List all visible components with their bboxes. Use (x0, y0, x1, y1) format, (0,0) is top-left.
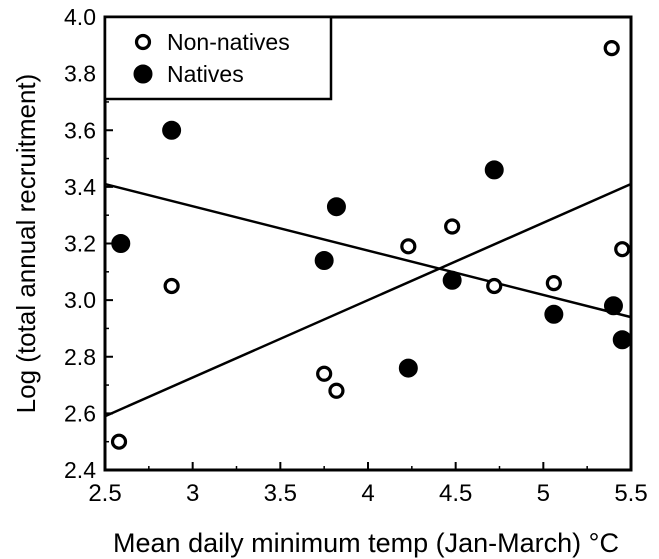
native-point (544, 304, 564, 324)
native-point (612, 330, 632, 350)
fit-lines (104, 182, 632, 418)
legend-box (103, 15, 333, 101)
legend: Non-natives Natives (103, 15, 333, 101)
non-natives-fit-line (104, 182, 632, 418)
x-tick-label: 4 (361, 480, 374, 507)
native-point (484, 160, 504, 180)
non-native-point (444, 218, 461, 235)
x-tick-label: 4.5 (439, 480, 472, 507)
y-tick-label: 2.6 (64, 400, 96, 426)
data-markers (110, 40, 632, 450)
x-tick-label: 5 (537, 480, 550, 507)
natives-fit-line (104, 182, 632, 319)
legend-filled-circle-icon (133, 64, 153, 84)
native-point (162, 120, 182, 140)
non-native-point (163, 277, 180, 295)
non-native-point (400, 238, 417, 255)
y-tick-label: 3.4 (64, 174, 96, 200)
non-native-point (486, 277, 503, 295)
legend-open-circle-icon (134, 33, 152, 51)
non-native-point (614, 241, 631, 258)
legend-label: Non-natives (167, 29, 290, 55)
x-tick-label: 3.5 (264, 480, 297, 507)
non-native-point (603, 40, 620, 57)
y-tick-label: 2.8 (64, 344, 96, 370)
native-point (111, 234, 131, 253)
non-native-point (328, 382, 345, 399)
y-tick-label: 3.2 (64, 231, 96, 257)
legend-label: Natives (167, 61, 244, 87)
non-native-point (316, 365, 333, 382)
x-axis-label: Mean daily minimum temp (Jan-March) °C (113, 528, 619, 558)
native-point (326, 197, 346, 217)
x-tick-label: 3 (186, 480, 199, 507)
native-point (442, 270, 462, 290)
non-native-point (545, 275, 562, 292)
y-tick-label: 2.4 (64, 457, 96, 483)
x-tick-label: 5.5 (614, 480, 647, 507)
native-point (603, 296, 623, 316)
y-tick-label: 3.8 (64, 61, 96, 87)
non-native-point (110, 433, 128, 450)
y-tick-label: 4.0 (64, 4, 96, 30)
x-tick-label: 2.5 (88, 480, 121, 507)
y-axis-label: Log (total annual recruitment) (11, 74, 41, 414)
plot-frame (103, 15, 633, 472)
y-tick-label: 3.0 (64, 287, 96, 313)
native-point (398, 358, 418, 378)
y-tick-label: 3.6 (64, 117, 96, 143)
native-point (314, 250, 334, 270)
axis-tick-labels: 2.5 3 3.5 4 4.5 5 5.5 2.4 2.6 2.8 3.0 3.2 3.4 3.6 3.8 4… (64, 4, 648, 507)
